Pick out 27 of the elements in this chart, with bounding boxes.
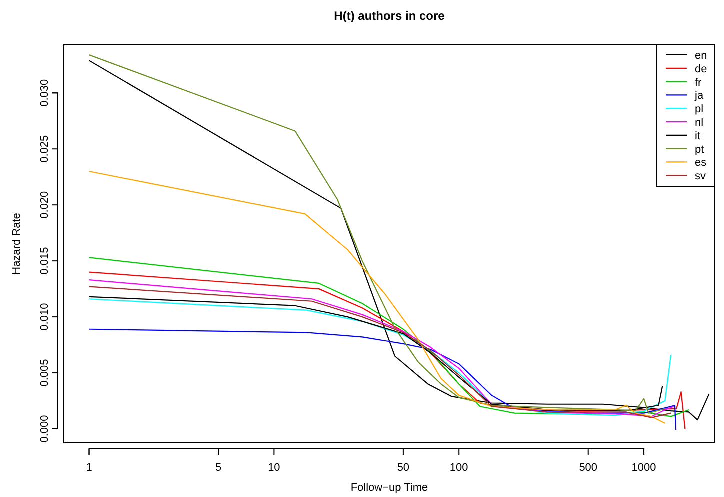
x-tick-label: 1000 xyxy=(632,462,656,474)
y-tick-label: 0.005 xyxy=(39,359,51,387)
y-tick-label: 0.010 xyxy=(39,303,51,331)
x-tick-label: 50 xyxy=(397,462,410,474)
legend-label: de xyxy=(695,63,708,76)
legend-label: it xyxy=(695,130,700,142)
legend-label: en xyxy=(695,50,708,62)
x-tick-label: 500 xyxy=(579,462,598,474)
y-tick-label: 0.020 xyxy=(39,191,51,219)
legend-label: sv xyxy=(695,170,706,183)
x-tick-label: 1 xyxy=(86,462,92,474)
y-tick-label: 0.015 xyxy=(39,247,51,275)
x-tick-label: 5 xyxy=(215,462,222,474)
y-axis-title: Hazard Rate xyxy=(11,213,23,275)
y-tick-label: 0.000 xyxy=(39,415,51,443)
legend-label: ja xyxy=(694,90,704,102)
legend-label: es xyxy=(695,157,708,170)
legend-label: nl xyxy=(695,117,704,129)
x-tick-label: 10 xyxy=(268,462,280,474)
legend-label: pl xyxy=(695,104,704,116)
y-tick-label: 0.030 xyxy=(39,79,51,107)
legend-label: pt xyxy=(695,144,704,156)
chart-title: H(t) authors in core xyxy=(334,9,446,23)
y-tick-label: 0.025 xyxy=(39,135,51,163)
legend-label: fr xyxy=(695,76,702,89)
x-tick-label: 100 xyxy=(450,462,468,474)
x-axis-title: Follow−up Time xyxy=(350,482,428,494)
